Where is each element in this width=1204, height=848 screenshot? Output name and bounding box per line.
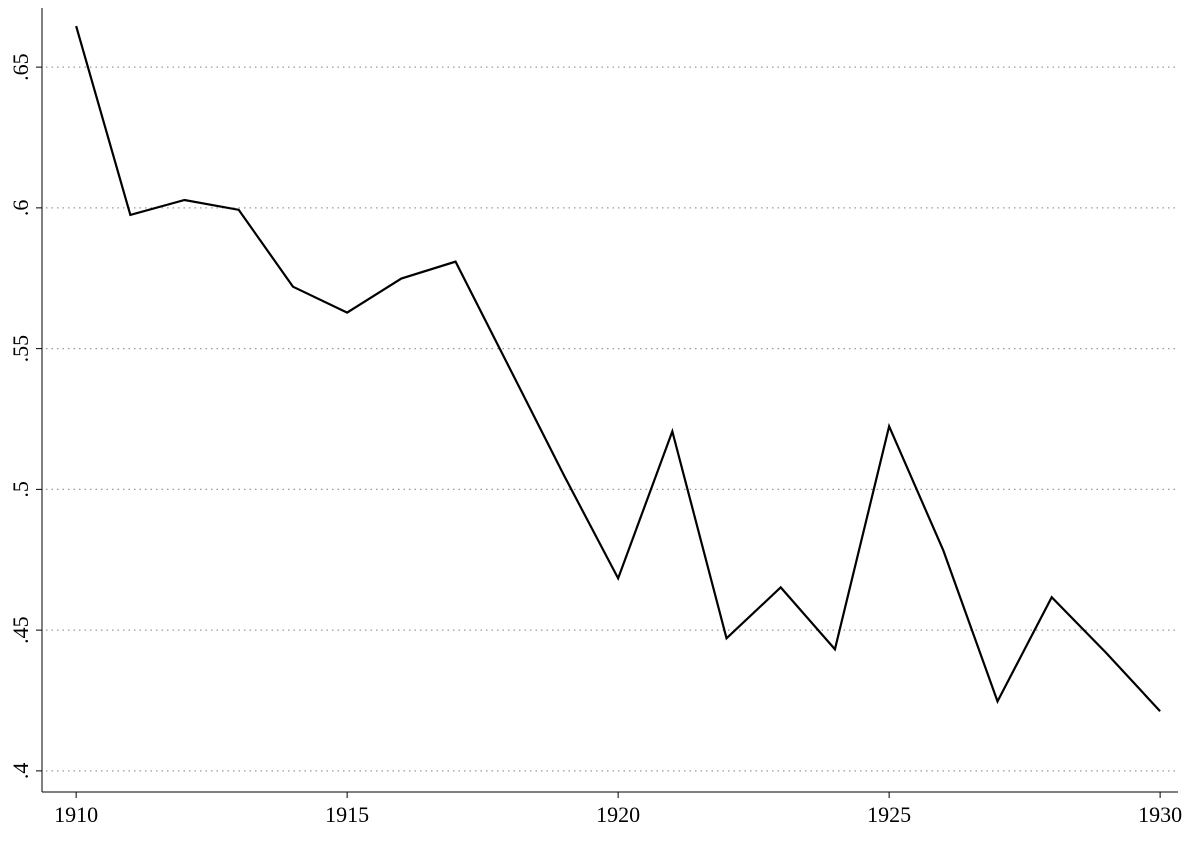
x-tick-label: 1925 — [867, 802, 911, 827]
x-tick-label: 1920 — [596, 802, 640, 827]
y-tick-label: .65 — [8, 53, 33, 81]
y-tick-label: .45 — [8, 616, 33, 644]
y-tick-label: .5 — [8, 481, 33, 498]
line — [75, 25, 1161, 712]
x-tick-label: 1915 — [325, 802, 369, 827]
y-tick-label: .4 — [8, 763, 33, 780]
x-tick-label: 1910 — [54, 802, 98, 827]
y-tick-label: .6 — [8, 200, 33, 217]
x-tick-label: 1930 — [1138, 802, 1182, 827]
y-tick-label: .55 — [8, 335, 33, 363]
